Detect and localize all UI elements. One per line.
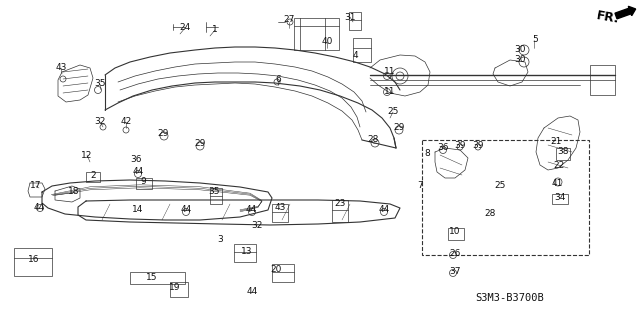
Text: 21: 21 <box>550 137 562 145</box>
Text: 43: 43 <box>55 63 67 72</box>
Text: 28: 28 <box>367 136 379 145</box>
Text: 44: 44 <box>378 204 390 213</box>
Text: 43: 43 <box>275 204 285 212</box>
Text: 27: 27 <box>284 16 294 25</box>
Text: 29: 29 <box>195 138 205 147</box>
Text: 5: 5 <box>532 35 538 44</box>
Text: 2: 2 <box>90 170 96 180</box>
Text: 14: 14 <box>132 204 144 213</box>
Text: S3M3-B3700B: S3M3-B3700B <box>476 293 545 303</box>
Text: 40: 40 <box>321 38 333 47</box>
Bar <box>556 148 570 160</box>
Text: 24: 24 <box>179 24 191 33</box>
Text: 8: 8 <box>424 149 430 158</box>
Text: 9: 9 <box>140 177 146 187</box>
Bar <box>136 178 152 189</box>
Text: 25: 25 <box>387 108 399 116</box>
Text: 23: 23 <box>334 199 346 209</box>
Text: 19: 19 <box>169 284 180 293</box>
Text: 22: 22 <box>554 161 564 170</box>
Bar <box>590 65 615 95</box>
Text: 15: 15 <box>147 273 157 283</box>
Text: 44: 44 <box>180 204 191 213</box>
Text: 34: 34 <box>554 194 566 203</box>
Text: 42: 42 <box>120 117 132 127</box>
Bar <box>130 272 185 284</box>
Text: 25: 25 <box>494 181 506 189</box>
Text: 36: 36 <box>131 155 141 165</box>
Bar <box>272 264 294 282</box>
Bar <box>14 248 52 276</box>
Bar <box>422 140 589 255</box>
Text: 44: 44 <box>33 203 45 211</box>
Bar <box>349 12 361 30</box>
Bar <box>332 200 348 222</box>
Text: 41: 41 <box>551 179 563 188</box>
Text: 35: 35 <box>208 188 220 197</box>
Bar <box>86 172 100 182</box>
Text: 18: 18 <box>68 188 80 197</box>
Text: 29: 29 <box>157 129 169 137</box>
Text: 44: 44 <box>245 204 257 213</box>
Text: 17: 17 <box>30 182 42 190</box>
FancyArrow shape <box>615 6 636 19</box>
Bar <box>272 204 288 222</box>
Text: 28: 28 <box>484 210 496 219</box>
Text: 1: 1 <box>212 26 218 34</box>
Bar <box>170 282 188 297</box>
Text: 39: 39 <box>454 140 466 150</box>
Text: 30: 30 <box>515 55 525 63</box>
Text: 44: 44 <box>246 287 258 296</box>
Text: 39: 39 <box>472 140 484 150</box>
Text: 3: 3 <box>217 235 223 244</box>
Text: 35: 35 <box>94 79 106 88</box>
Text: 7: 7 <box>417 182 423 190</box>
Bar <box>234 244 256 262</box>
Text: 26: 26 <box>449 249 461 257</box>
Bar <box>448 228 464 240</box>
Bar <box>552 194 568 204</box>
Text: 36: 36 <box>437 144 449 152</box>
Text: 44: 44 <box>132 167 143 176</box>
Text: 6: 6 <box>275 76 281 85</box>
Text: 12: 12 <box>81 151 93 160</box>
Text: 32: 32 <box>94 117 106 127</box>
Text: 31: 31 <box>344 12 356 21</box>
Text: 30: 30 <box>515 44 525 54</box>
Text: 37: 37 <box>449 268 461 277</box>
Text: 29: 29 <box>394 123 404 132</box>
Text: 4: 4 <box>352 50 358 60</box>
Text: FR.: FR. <box>595 10 620 26</box>
Text: 38: 38 <box>557 147 569 157</box>
Text: 11: 11 <box>384 87 396 97</box>
Bar <box>353 38 371 62</box>
Text: 16: 16 <box>28 256 40 264</box>
Text: 32: 32 <box>252 220 262 229</box>
Text: 13: 13 <box>241 248 253 256</box>
Bar <box>294 18 339 50</box>
Text: 20: 20 <box>270 265 282 275</box>
Bar <box>210 188 222 204</box>
Text: 11: 11 <box>384 68 396 77</box>
Text: 10: 10 <box>449 227 461 236</box>
